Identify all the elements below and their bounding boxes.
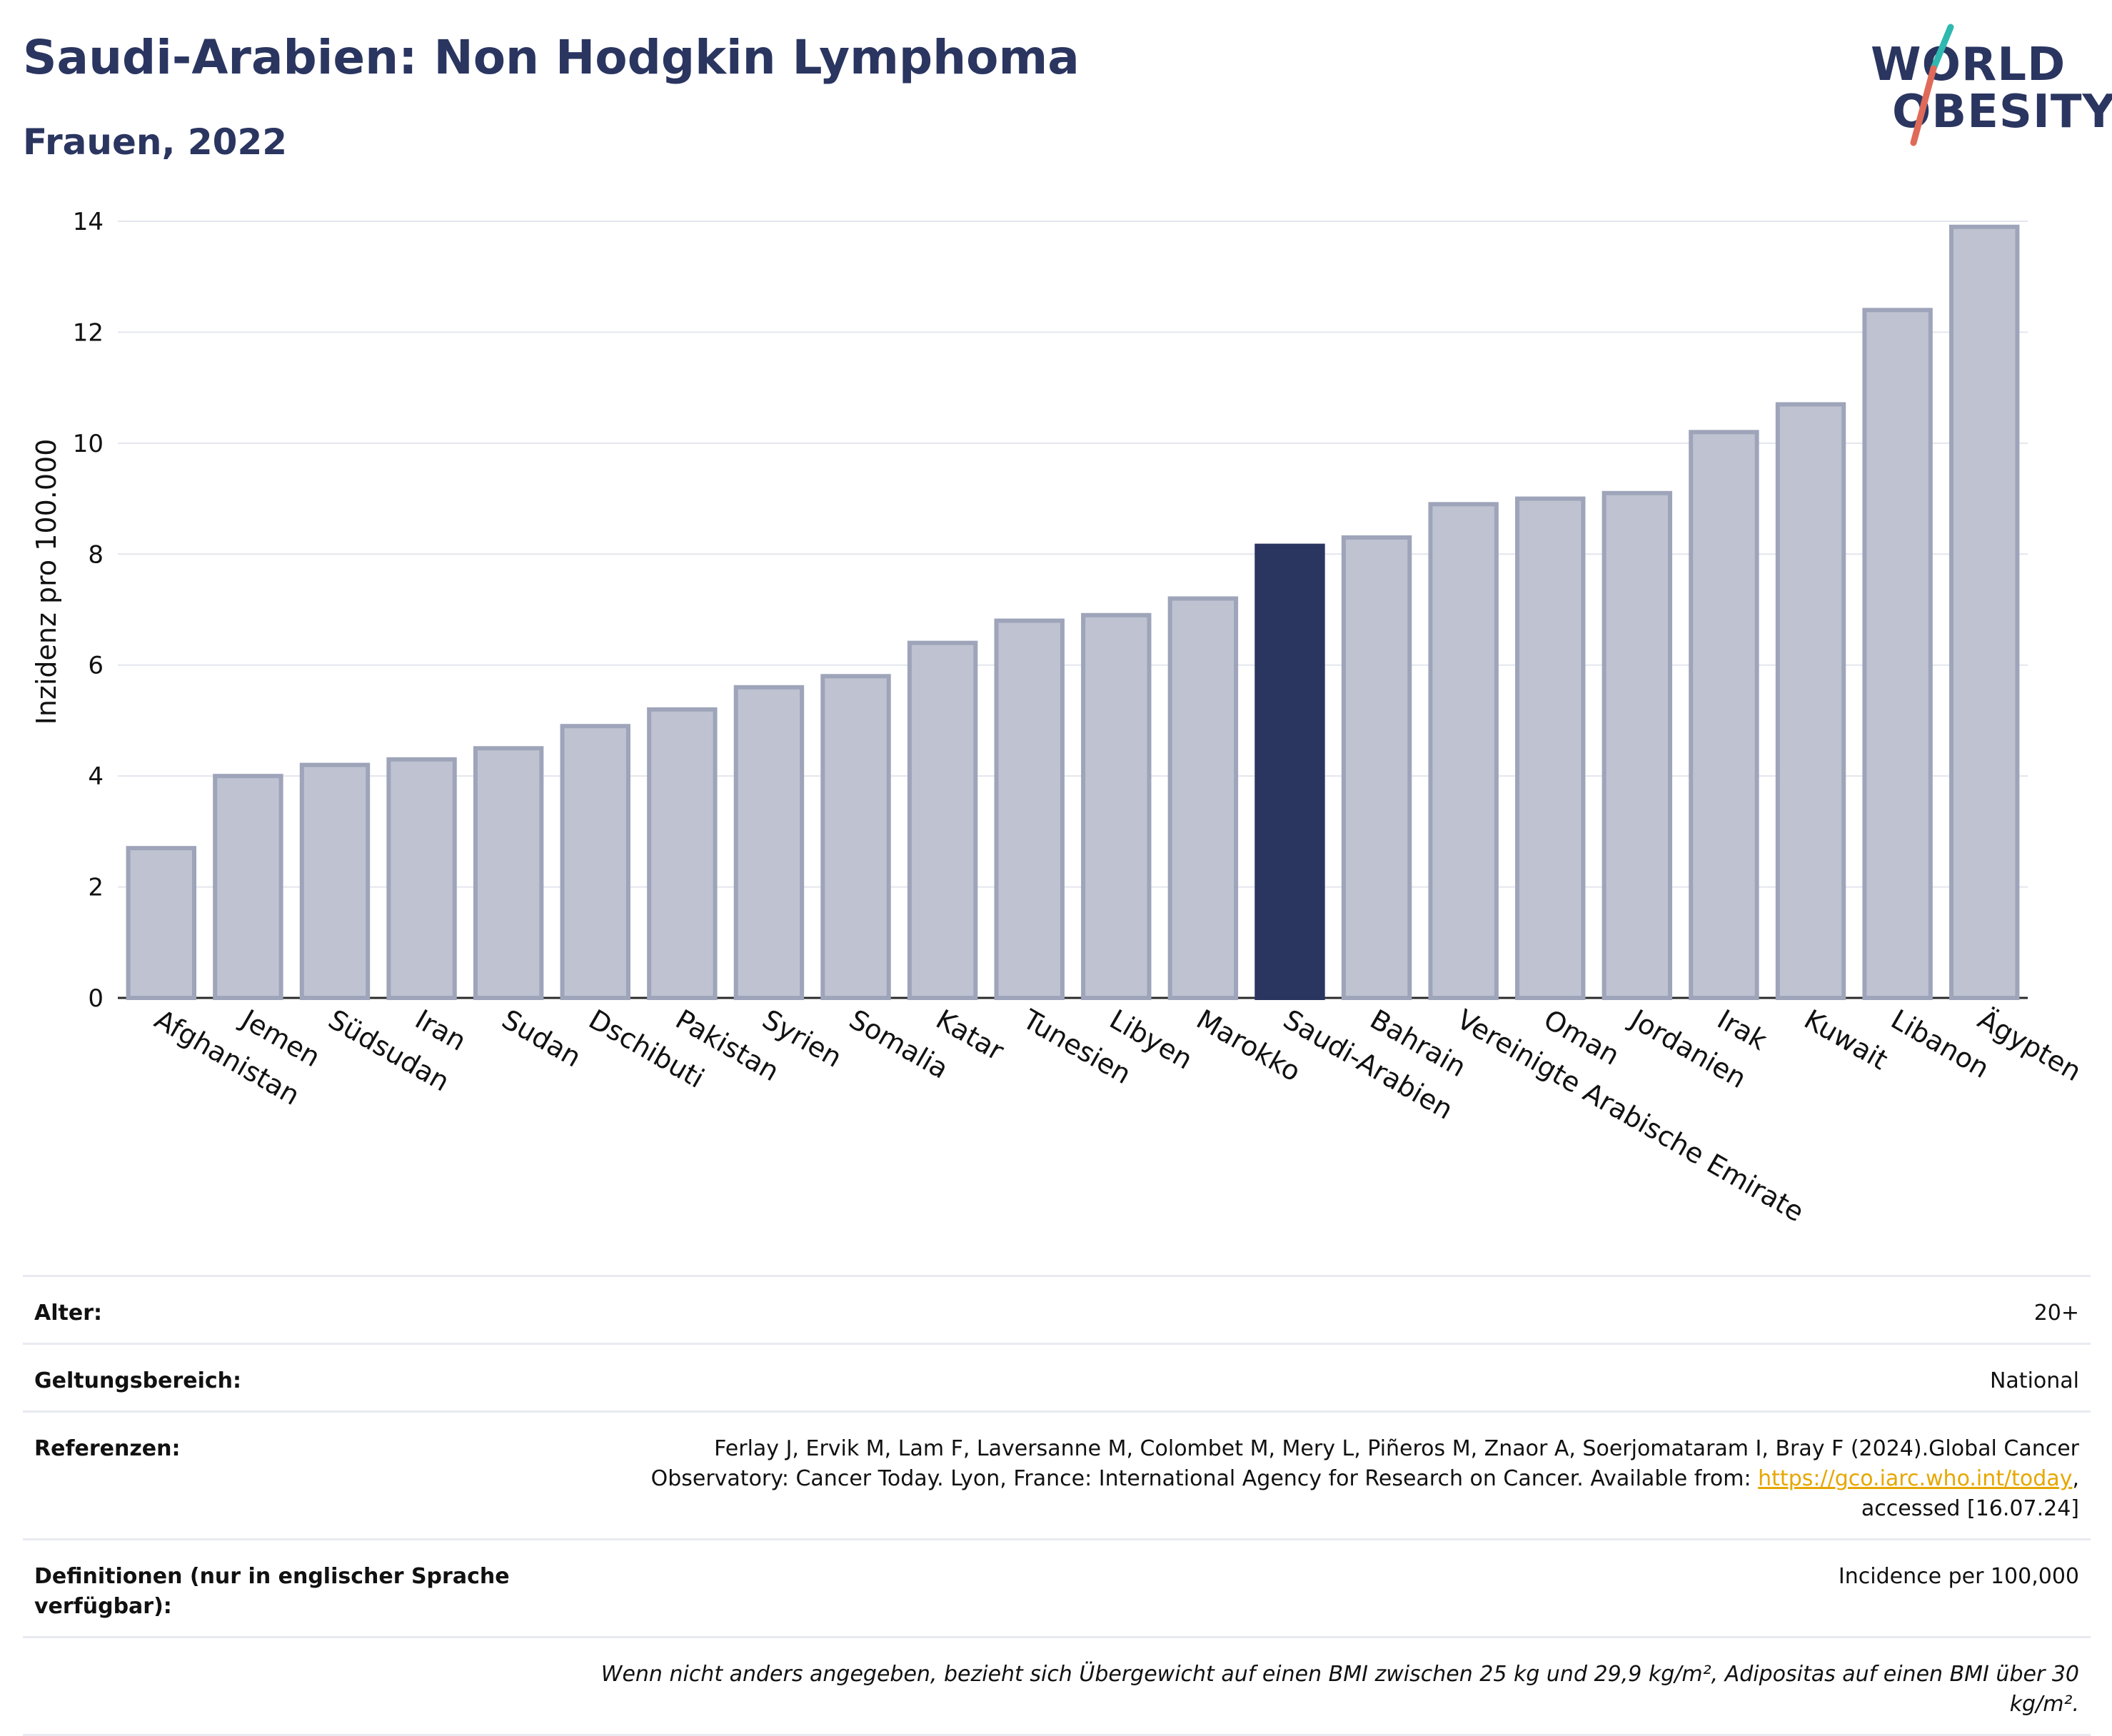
logo-slash-icon (1910, 24, 1954, 146)
references-text-1: Ferlay J, Ervik M, Lam F, Laversanne M, … (714, 1436, 2079, 1461)
metadata-table: Alter: 20+ Geltungsbereich: National Ref… (23, 1275, 2091, 1736)
bar-somalia (820, 674, 891, 1000)
bar-bahrain (1341, 535, 1412, 1000)
bar-pakistan (647, 707, 718, 1001)
bar-ägypten (1949, 224, 2020, 1000)
logo-line-1: WORLD (1871, 39, 2066, 91)
bar-kuwait (1775, 402, 1846, 1000)
bar-tunesien (994, 618, 1065, 1000)
bar-katar (907, 640, 978, 1001)
chart-subtitle: Frauen, 2022 (23, 121, 288, 163)
bar-sudan (473, 746, 544, 1000)
bar-libanon (1862, 308, 1933, 1001)
references-text-3: , (2072, 1466, 2079, 1491)
bar-jordanien (1601, 490, 1673, 1000)
y-tick-label: 6 (88, 652, 104, 680)
y-tick-label: 10 (73, 430, 104, 458)
references-text-4: accessed [16.07.24] (1861, 1496, 2079, 1521)
x-tick-label: Ägypten (1973, 1004, 2087, 1088)
bar-chart: 0 2 4 6 8 10 12 14 AfghanistanJemenSüdsudanIran… (31, 208, 2086, 1228)
y-tick-label: 0 (88, 984, 104, 1013)
bar-libyen (1081, 612, 1152, 1000)
x-tick-label: Irak (1712, 1004, 1772, 1056)
bar-saudi-arabien (1254, 543, 1325, 1000)
scope-value: National (1989, 1368, 2079, 1393)
bar-syrien (733, 685, 805, 1000)
bmi-note: Wenn nicht anders angegeben, bezieht sic… (600, 1662, 2079, 1717)
bar-vereinigte-arabische-emirate (1428, 502, 1499, 1001)
age-value: 20+ (2033, 1301, 2079, 1326)
x-tick-label: Kuwait (1799, 1004, 1894, 1076)
y-tick-labels: 0 2 4 6 8 10 12 14 (73, 208, 104, 1013)
y-tick-label: 8 (88, 540, 104, 569)
meta-row-scope: Geltungsbereich: National (23, 1343, 2091, 1410)
bar-iran (386, 757, 457, 1000)
y-axis-label: Inzidenz pro 100.000 (31, 439, 62, 725)
bar-jemen (213, 774, 283, 1001)
bar-südsudan (299, 762, 371, 1000)
world-obesity-logo: WORLD OBESITY (1864, 21, 2112, 150)
meta-row-age: Alter: 20+ (23, 1275, 2091, 1343)
chart-title: Saudi-Arabien: Non Hodgkin Lymphoma (23, 30, 1080, 85)
references-label: Referenzen: (34, 1436, 181, 1461)
bar-irak (1689, 430, 1759, 1001)
y-tick-label: 2 (88, 874, 104, 902)
meta-row-references: Referenzen: Ferlay J, Ervik M, Lam F, La… (23, 1410, 2091, 1538)
x-tick-label: Libanon (1886, 1004, 1994, 1084)
bar-oman (1515, 496, 1586, 1001)
references-value: Ferlay J, Ervik M, Lam F, Laversanne M, … (651, 1434, 2079, 1524)
bar-dschibuti (560, 724, 630, 1000)
references-text-2: Observatory: Cancer Today. Lyon, France:… (650, 1466, 1759, 1491)
y-tick-label: 12 (73, 318, 104, 347)
y-tick-label: 4 (88, 762, 104, 791)
x-tick-label: Sudan (497, 1004, 587, 1074)
y-tick-label: 14 (73, 208, 104, 236)
bar-afghanistan (126, 846, 196, 1001)
scope-label: Geltungsbereich: (34, 1368, 242, 1393)
x-tick-label: Somalia (844, 1004, 954, 1085)
bar-marokko (1167, 596, 1239, 1000)
meta-row-note: Wenn nicht anders angegeben, bezieht sic… (23, 1636, 2091, 1736)
meta-row-definitions: Definitionen (nur in englischer Sprache … (23, 1538, 2091, 1636)
x-tick-label: Afghanistan (149, 1004, 305, 1111)
definitions-value: Incidence per 100,000 (1838, 1564, 2079, 1589)
bars (126, 224, 2020, 1001)
definitions-label: Definitionen (nur in englischer Sprache … (34, 1564, 510, 1619)
age-label: Alter: (34, 1301, 102, 1326)
references-link[interactable]: https://gco.iarc.who.int/today (1758, 1466, 2073, 1491)
